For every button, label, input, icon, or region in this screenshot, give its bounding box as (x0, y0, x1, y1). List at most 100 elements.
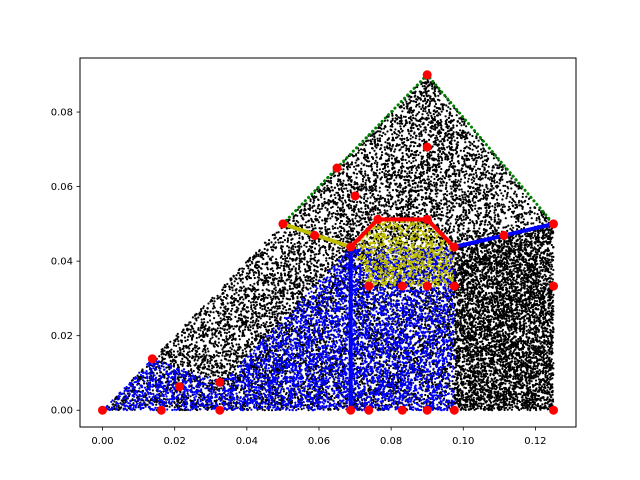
scatter-point (445, 174, 448, 178)
scatter-point (360, 185, 364, 188)
scatter-point (520, 390, 523, 394)
scatter-point (538, 221, 541, 224)
scatter-point (464, 196, 467, 199)
scatter-point (242, 285, 245, 288)
scatter-point (274, 241, 277, 244)
scatter-point (433, 105, 436, 108)
scatter-point (215, 354, 219, 357)
scatter-point (181, 330, 184, 333)
scatter-point (484, 215, 487, 219)
scatter-point (535, 319, 538, 322)
scatter-point (395, 176, 398, 179)
scatter-point (447, 106, 450, 109)
scatter-point (426, 169, 429, 172)
scatter-point (252, 303, 255, 306)
scatter-point (293, 243, 296, 246)
scatter-point (306, 349, 309, 353)
scatter-point (302, 274, 305, 277)
scatter-point (432, 181, 435, 184)
scatter-point (332, 304, 335, 307)
scatter-point (449, 185, 452, 188)
scatter-point (334, 298, 337, 301)
scatter-point (395, 206, 398, 209)
scatter-point (501, 178, 504, 181)
scatter-point (530, 217, 533, 220)
scatter-point (422, 385, 425, 388)
scatter-point (272, 295, 275, 298)
scatter-point (282, 307, 285, 310)
scatter-point (524, 340, 527, 343)
scatter-point (449, 160, 452, 164)
scatter-point (457, 169, 461, 172)
scatter-point (260, 324, 263, 327)
scatter-point (333, 255, 336, 258)
scatter-point (467, 208, 470, 212)
scatter-point (433, 381, 436, 384)
scatter-point (453, 225, 456, 228)
scatter-point (268, 258, 272, 261)
scatter-point (509, 207, 512, 211)
scatter-point (417, 111, 421, 114)
scatter-point (263, 325, 266, 329)
scatter-point (455, 187, 459, 190)
scatter-point (515, 195, 518, 198)
scatter-point (284, 345, 287, 348)
scatter-point (189, 331, 192, 334)
scatter-point (549, 274, 552, 277)
scatter-point (406, 107, 409, 110)
scatter-point (365, 140, 368, 143)
scatter-point (334, 222, 337, 226)
scatter-point (502, 203, 505, 206)
scatter-point (299, 252, 302, 255)
scatter-point (228, 355, 231, 358)
scatter-point (289, 270, 292, 273)
scatter-point (197, 357, 200, 360)
scatter-point (343, 310, 346, 314)
scatter-point (255, 318, 258, 321)
scatter-point (489, 182, 493, 185)
scatter-point (445, 109, 448, 112)
scatter-point (386, 130, 389, 133)
scatter-point (226, 309, 229, 312)
scatter-point (235, 274, 238, 277)
scatter-point (273, 287, 276, 290)
scatter-point (288, 249, 291, 252)
scatter-point (458, 202, 461, 205)
scatter-point (317, 297, 321, 300)
scatter-point (399, 327, 402, 330)
scatter-point (331, 225, 334, 228)
scatter-point (403, 107, 406, 110)
scatter-point (427, 175, 430, 178)
scatter-point (342, 194, 345, 197)
scatter-point (464, 176, 467, 179)
scatter-point (462, 215, 465, 218)
scatter-point (228, 312, 231, 315)
scatter-point (471, 134, 474, 138)
scatter-point (211, 379, 214, 382)
scatter-point (309, 200, 312, 203)
scatter-point (341, 247, 344, 250)
scatter-point (441, 184, 444, 187)
scatter-point (441, 224, 444, 227)
scatter-point (239, 313, 242, 316)
scatter-point (496, 335, 499, 339)
scatter-point (285, 309, 288, 312)
scatter-point (487, 151, 490, 154)
scatter-point (445, 184, 448, 187)
scatter-point (353, 222, 356, 225)
scatter-point (214, 374, 217, 377)
scatter-point (312, 201, 315, 204)
scatter-point (250, 308, 253, 311)
scatter-point (208, 340, 211, 343)
scatter-point (451, 214, 454, 217)
scatter-point (398, 182, 402, 185)
scatter-point (380, 154, 383, 157)
scatter-point (355, 172, 359, 175)
scatter-point (263, 276, 266, 279)
scatter-point (329, 231, 332, 234)
scatter-point (390, 161, 393, 164)
scatter-point (464, 141, 467, 144)
scatter-point (534, 275, 537, 278)
scatter-point (276, 314, 279, 317)
scatter-point (348, 225, 351, 228)
